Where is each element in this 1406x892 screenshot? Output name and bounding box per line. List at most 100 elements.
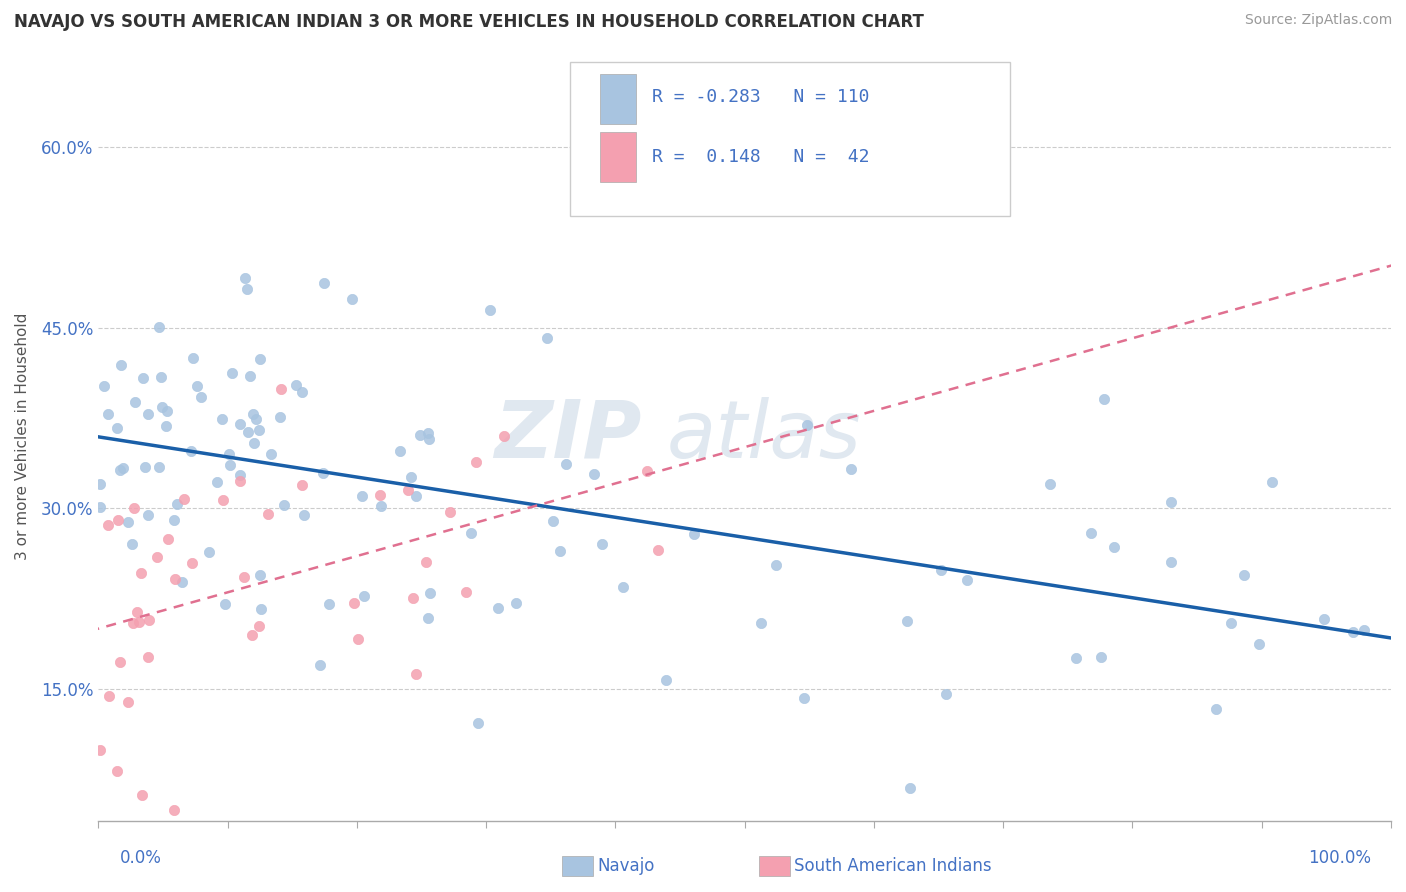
Point <box>486 601 509 615</box>
Point <box>1353 623 1375 637</box>
Point <box>181 556 204 570</box>
Point <box>247 619 270 633</box>
Point <box>1220 615 1243 630</box>
Point <box>128 615 150 629</box>
Point <box>89 743 111 757</box>
Text: 0.0%: 0.0% <box>120 849 162 867</box>
Point <box>439 505 461 519</box>
Point <box>247 423 270 437</box>
Point <box>229 474 252 488</box>
Point <box>456 584 478 599</box>
Text: South American Indians: South American Indians <box>794 857 993 875</box>
Point <box>896 614 918 628</box>
Point <box>389 444 412 458</box>
Point <box>89 500 111 514</box>
Point <box>205 475 228 490</box>
Point <box>636 463 658 477</box>
Point <box>180 443 202 458</box>
Point <box>416 426 439 441</box>
Point <box>228 417 250 431</box>
Point <box>342 292 364 306</box>
Point <box>353 590 375 604</box>
Point <box>683 526 706 541</box>
Point <box>343 596 366 610</box>
Point <box>548 543 571 558</box>
Point <box>350 489 373 503</box>
Point <box>492 429 515 443</box>
Point <box>1341 625 1364 640</box>
Point <box>242 407 264 421</box>
Point <box>1064 651 1087 665</box>
Point <box>655 673 678 688</box>
Point <box>1312 612 1334 626</box>
Point <box>591 537 613 551</box>
Point <box>107 513 129 527</box>
Point <box>308 657 330 672</box>
Point <box>149 370 172 384</box>
Point <box>138 650 160 665</box>
Point <box>368 488 391 502</box>
Point <box>155 419 177 434</box>
Point <box>186 378 208 392</box>
Point <box>131 788 153 802</box>
Point <box>245 411 267 425</box>
Point <box>152 400 174 414</box>
Point <box>233 570 256 584</box>
Point <box>89 476 111 491</box>
Point <box>166 497 188 511</box>
Point <box>117 695 139 709</box>
Point <box>370 500 392 514</box>
Point <box>236 282 259 296</box>
Point <box>1039 477 1062 491</box>
Point <box>1249 637 1271 651</box>
Point <box>505 596 527 610</box>
Point <box>270 382 292 396</box>
Point <box>122 615 145 630</box>
Point <box>110 655 132 669</box>
Point <box>935 687 957 701</box>
Point <box>269 410 291 425</box>
Point <box>793 691 815 706</box>
Point <box>243 435 266 450</box>
Point <box>110 358 132 372</box>
Point <box>105 764 128 778</box>
Point <box>219 458 242 472</box>
Point <box>554 458 576 472</box>
Point <box>132 371 155 385</box>
Point <box>402 591 425 605</box>
Point <box>465 455 488 469</box>
Point <box>228 468 250 483</box>
Point <box>111 461 134 475</box>
Point <box>233 270 256 285</box>
Point <box>399 470 422 484</box>
Point <box>138 613 160 627</box>
Point <box>136 508 159 522</box>
Point <box>156 532 179 546</box>
Point <box>765 558 787 573</box>
Point <box>249 602 271 616</box>
Point <box>129 566 152 580</box>
Point <box>1080 526 1102 541</box>
Point <box>541 514 564 528</box>
Text: R =  0.148   N =  42: R = 0.148 N = 42 <box>651 148 869 166</box>
Point <box>273 499 295 513</box>
Point <box>249 568 271 582</box>
Point <box>249 351 271 366</box>
Point <box>749 615 772 630</box>
Point <box>1233 568 1256 582</box>
Text: NAVAJO VS SOUTH AMERICAN INDIAN 3 OR MORE VEHICLES IN HOUSEHOLD CORRELATION CHAR: NAVAJO VS SOUTH AMERICAN INDIAN 3 OR MOR… <box>14 13 924 31</box>
Text: ZIP: ZIP <box>494 397 641 475</box>
Point <box>479 302 502 317</box>
Point <box>1102 541 1125 555</box>
Point <box>1205 702 1227 716</box>
Text: 100.0%: 100.0% <box>1308 849 1371 867</box>
Point <box>121 537 143 551</box>
Point <box>156 404 179 418</box>
Point <box>415 555 437 569</box>
Point <box>460 525 482 540</box>
Point <box>257 507 280 521</box>
Point <box>93 379 115 393</box>
Point <box>190 390 212 404</box>
Point <box>97 407 120 421</box>
Point <box>124 394 146 409</box>
